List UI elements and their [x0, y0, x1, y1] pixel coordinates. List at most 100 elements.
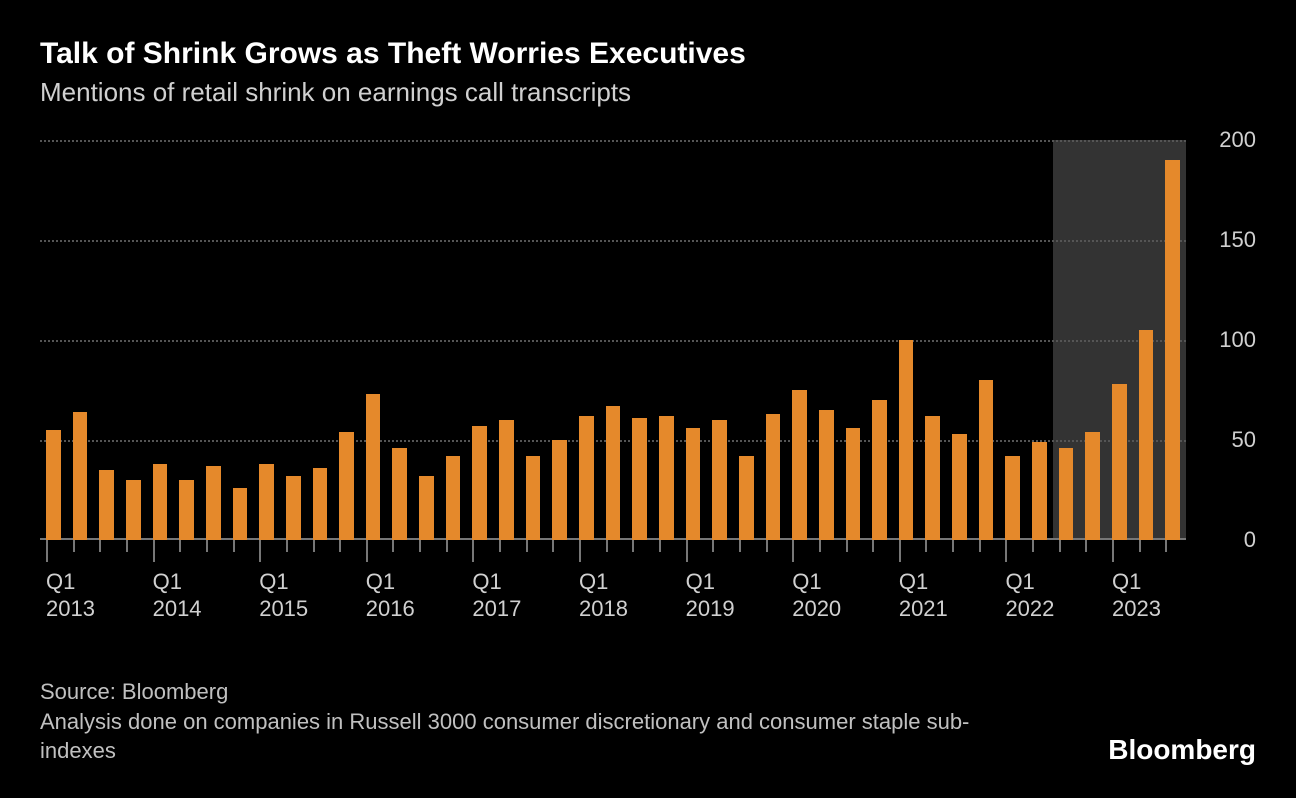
x-axis-label: Q1 2014 [153, 568, 202, 623]
x-tick [712, 540, 714, 552]
gridline [40, 240, 1186, 242]
x-axis-label: Q1 2015 [259, 568, 308, 623]
x-tick [1005, 540, 1007, 562]
x-tick [126, 540, 128, 552]
bar [952, 434, 967, 540]
x-axis-label: Q1 2017 [472, 568, 521, 623]
source-line-2: Analysis done on companies in Russell 30… [40, 707, 1020, 766]
bar [472, 426, 487, 540]
bar [979, 380, 994, 540]
x-tick [1112, 540, 1114, 562]
y-axis-label: 100 [1196, 327, 1256, 353]
bar [339, 432, 354, 540]
x-tick [179, 540, 181, 552]
bar [153, 464, 168, 540]
x-tick [339, 540, 341, 552]
bar [366, 394, 381, 540]
chart-footer: Source: Bloomberg Analysis done on compa… [40, 677, 1256, 766]
chart-title: Talk of Shrink Grows as Theft Worries Ex… [40, 36, 1256, 72]
source-line-1: Source: Bloomberg [40, 677, 1020, 707]
gridline [40, 340, 1186, 342]
x-tick [1059, 540, 1061, 552]
bar [739, 456, 754, 540]
x-tick [73, 540, 75, 552]
bar [1005, 456, 1020, 540]
bar [233, 488, 248, 540]
bar [606, 406, 621, 540]
x-tick [925, 540, 927, 552]
x-tick [1085, 540, 1087, 552]
bar [99, 470, 114, 540]
bar [73, 412, 88, 540]
x-tick [579, 540, 581, 562]
bar [313, 468, 328, 540]
bar [632, 418, 647, 540]
x-tick [206, 540, 208, 552]
x-tick [1139, 540, 1141, 552]
x-axis-label: Q1 2016 [366, 568, 415, 623]
bar [1085, 432, 1100, 540]
bar [446, 456, 461, 540]
x-tick [632, 540, 634, 552]
x-axis-label: Q1 2020 [792, 568, 841, 623]
x-tick [952, 540, 954, 552]
bar [766, 414, 781, 540]
bar [126, 480, 141, 540]
x-tick [46, 540, 48, 562]
x-tick [766, 540, 768, 552]
bar [686, 428, 701, 540]
x-tick [1165, 540, 1167, 552]
x-tick [739, 540, 741, 552]
bar [286, 476, 301, 540]
x-tick [99, 540, 101, 552]
bar [712, 420, 727, 540]
bar [872, 400, 887, 540]
x-tick [792, 540, 794, 562]
x-tick [819, 540, 821, 552]
x-tick [526, 540, 528, 552]
y-axis-label: 150 [1196, 227, 1256, 253]
bar [46, 430, 61, 540]
x-tick [686, 540, 688, 562]
bar [526, 456, 541, 540]
bar [1059, 448, 1074, 540]
bar [579, 416, 594, 540]
x-tick [846, 540, 848, 552]
brand-label: Bloomberg [1108, 734, 1256, 766]
x-axis-label: Q1 2019 [686, 568, 735, 623]
x-tick [153, 540, 155, 562]
x-tick [1032, 540, 1034, 552]
bar [846, 428, 861, 540]
bar [552, 440, 567, 540]
x-axis-label: Q1 2021 [899, 568, 948, 623]
x-tick [472, 540, 474, 562]
y-axis-label: 50 [1196, 427, 1256, 453]
x-tick [446, 540, 448, 552]
bar [819, 410, 834, 540]
x-tick [286, 540, 288, 552]
bar [419, 476, 434, 540]
x-tick [233, 540, 235, 552]
x-tick [313, 540, 315, 552]
bar [1112, 384, 1127, 540]
bar [1165, 160, 1180, 540]
x-tick [899, 540, 901, 562]
chart-area: Q1 2013 Q1 2014 Q1 2015 Q1 2016 Q1 2017 Q1 20… [40, 140, 1256, 620]
x-tick [659, 540, 661, 552]
x-axis-label: Q1 2013 [46, 568, 95, 623]
y-axis-label: 200 [1196, 127, 1256, 153]
bar [792, 390, 807, 540]
plot-region [40, 140, 1186, 540]
bar [925, 416, 940, 540]
x-tick [499, 540, 501, 552]
bar [659, 416, 674, 540]
x-axis-label: Q1 2023 [1112, 568, 1161, 623]
x-tick [552, 540, 554, 552]
x-tick [606, 540, 608, 552]
bar [1032, 442, 1047, 540]
x-axis: Q1 2013 Q1 2014 Q1 2015 Q1 2016 Q1 2017 Q1 20… [40, 540, 1186, 620]
bar [499, 420, 514, 540]
chart-container: Talk of Shrink Grows as Theft Worries Ex… [0, 0, 1296, 798]
source-text: Source: Bloomberg Analysis done on compa… [40, 677, 1020, 766]
x-tick [872, 540, 874, 552]
